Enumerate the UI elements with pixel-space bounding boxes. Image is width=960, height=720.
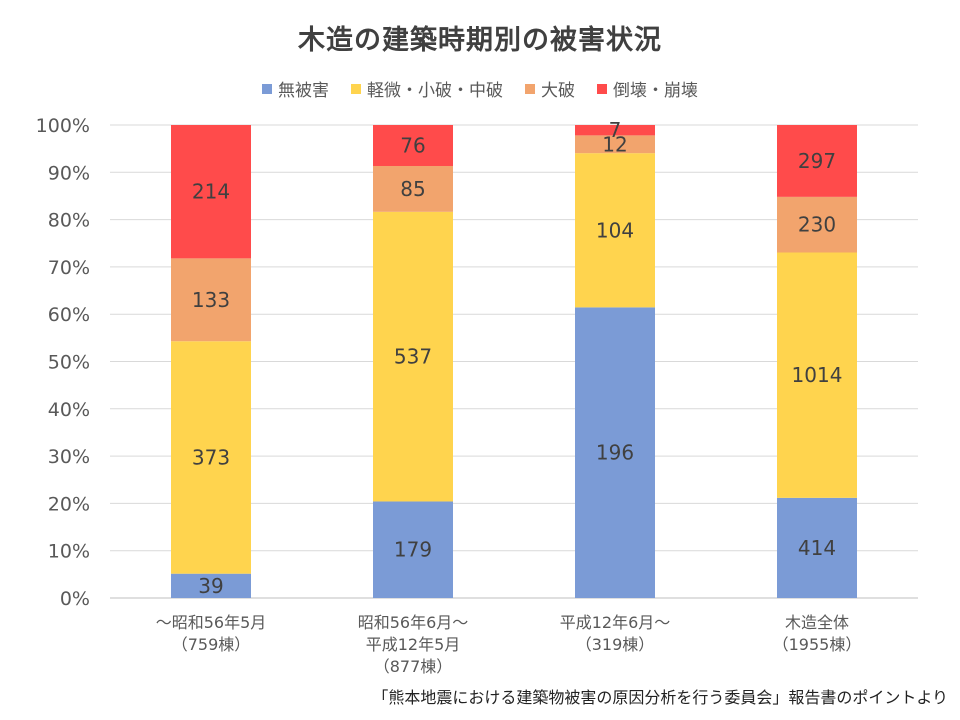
- data-label: 196: [596, 441, 634, 465]
- x-tick-label: （759棟）: [172, 635, 251, 654]
- bar-segment: [777, 196, 857, 253]
- bar-segment: [373, 165, 453, 212]
- bar-segment: [373, 211, 453, 502]
- data-label: 133: [192, 288, 230, 312]
- x-tick-label: ～昭和56年5月: [156, 613, 267, 632]
- y-tick-label: 30%: [48, 446, 90, 468]
- y-tick-label: 80%: [48, 210, 90, 232]
- y-tick-label: 50%: [48, 352, 90, 374]
- x-tick-label: （1955棟）: [773, 635, 862, 654]
- legend-swatch: [525, 83, 535, 94]
- bar-segment: [575, 153, 655, 308]
- x-tick-label: 昭和56年6月～: [358, 613, 469, 632]
- legend-item: 無被害: [262, 76, 329, 101]
- legend-item: 大破: [525, 76, 575, 101]
- y-tick-label: 20%: [48, 493, 90, 515]
- bar-segment: [171, 258, 251, 342]
- y-tick-label: 90%: [48, 162, 90, 184]
- data-label: 39: [198, 574, 223, 598]
- data-label: 373: [192, 445, 230, 469]
- bar-segment: [171, 573, 251, 598]
- legend-label: 無被害: [278, 81, 329, 101]
- y-tick-label: 10%: [48, 541, 90, 563]
- legend-label: 軽微・小破・中破: [367, 81, 503, 101]
- data-label: 297: [798, 149, 836, 173]
- data-label: 230: [798, 213, 836, 237]
- chart-legend: 無被害 軽微・小破・中破 大破 倒壊・崩壊: [0, 76, 960, 101]
- data-label: 76: [400, 133, 425, 157]
- legend-swatch: [262, 83, 272, 94]
- chart-title: 木造の建築時期別の被害状況: [298, 25, 662, 56]
- y-tick-label: 100%: [36, 115, 90, 137]
- data-label: 537: [394, 345, 432, 369]
- bar-segment: [575, 307, 655, 598]
- data-label: 1014: [792, 363, 843, 387]
- data-label: 7: [609, 118, 622, 142]
- y-tick-label: 40%: [48, 399, 90, 421]
- x-tick-label: 木造全体: [785, 613, 849, 632]
- source-note: 「熊本地震における建築物被害の原因分析を行う委員会」報告書のポイントより: [372, 688, 948, 707]
- y-tick-label: 70%: [48, 257, 90, 279]
- bar-segment: [777, 125, 857, 197]
- data-label: 179: [394, 538, 432, 562]
- data-label: 214: [192, 180, 230, 204]
- x-tick-label: （319棟）: [576, 635, 655, 654]
- legend-item: 倒壊・崩壊: [597, 76, 698, 101]
- bar-segment: [777, 497, 857, 598]
- legend-swatch: [351, 83, 361, 94]
- data-label: 85: [400, 177, 425, 201]
- legend-label: 倒壊・崩壊: [613, 81, 698, 101]
- data-label: 414: [798, 536, 836, 560]
- legend-item: 軽微・小破・中破: [351, 76, 503, 101]
- legend-swatch: [597, 83, 607, 94]
- legend-label: 大破: [541, 81, 575, 101]
- bar-segment: [575, 125, 655, 136]
- bar-segment: [373, 501, 453, 598]
- data-label: 12: [602, 132, 627, 156]
- bar-segment: [575, 135, 655, 154]
- x-tick-label: 平成12年6月～: [560, 613, 671, 632]
- y-tick-label: 0%: [60, 588, 90, 610]
- y-tick-label: 60%: [48, 304, 90, 326]
- bar-segment: [171, 125, 251, 259]
- bar-segment: [373, 125, 453, 166]
- x-tick-label: 平成12年5月: [366, 635, 461, 654]
- bar-segment: [171, 341, 251, 574]
- data-label: 104: [596, 218, 634, 242]
- x-tick-label: （877棟）: [374, 657, 453, 676]
- bar-segment: [777, 252, 857, 498]
